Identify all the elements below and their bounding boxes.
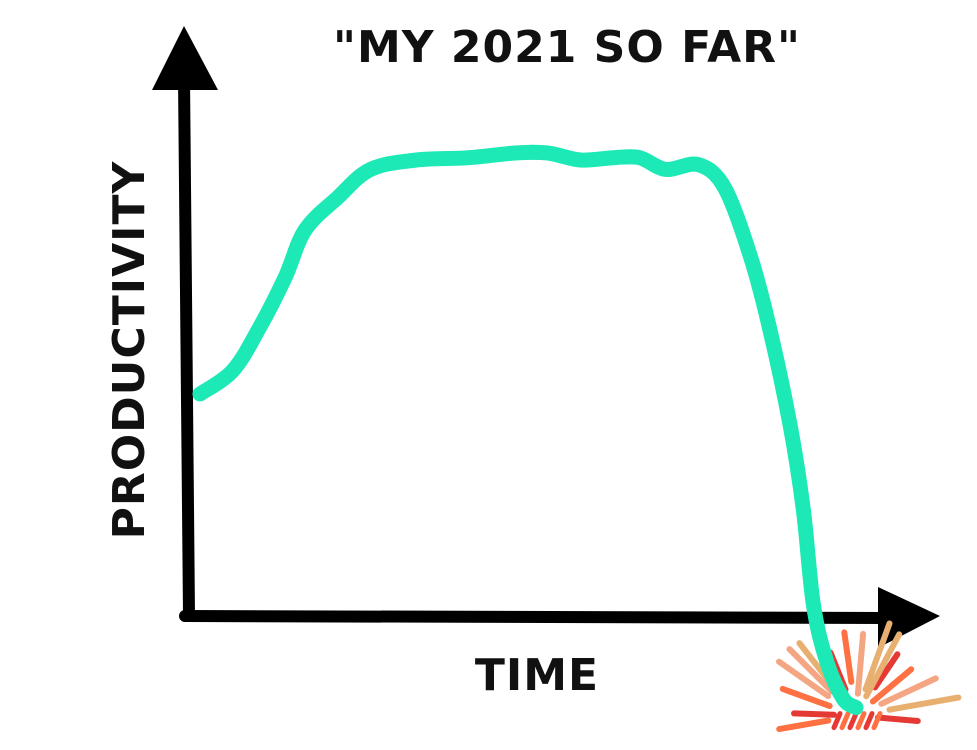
burst-ray-2: [776, 658, 832, 700]
burst-ray-8: [872, 651, 901, 691]
chart-title: "MY 2021 SO FAR": [333, 22, 801, 73]
y-axis-label: PRODUCTIVITY: [104, 160, 155, 539]
burst-core-0: [831, 711, 843, 731]
burst-core-3: [855, 711, 867, 731]
burst-ray-7: [862, 620, 893, 693]
burst-ray-12: [874, 714, 921, 724]
burst-ray-15: [863, 631, 903, 700]
burst-ray-9: [869, 666, 915, 705]
burst-ray-6: [854, 630, 867, 697]
y-axis: [152, 26, 218, 621]
burst-core-1: [839, 711, 851, 731]
burst-ray-11: [886, 694, 962, 713]
burst-ray-14: [786, 646, 835, 695]
burst-core-5: [871, 711, 883, 731]
y-axis-line: [178, 72, 195, 621]
crash-burst: [776, 620, 962, 733]
y-axis-arrowhead: [152, 26, 218, 90]
burst-ray-5: [841, 629, 855, 685]
burst-core-4: [863, 711, 875, 731]
x-axis-label: TIME: [475, 650, 599, 701]
series-line-productivity: [192, 144, 864, 716]
x-axis: [179, 587, 940, 648]
burst-ray-1: [779, 685, 833, 709]
x-axis-line: [179, 610, 891, 624]
burst-core-2: [847, 711, 859, 731]
burst-ray-13: [776, 717, 832, 733]
burst-ray-0: [791, 710, 837, 718]
burst-ray-10: [878, 675, 939, 707]
x-axis-arrowhead: [878, 587, 940, 648]
